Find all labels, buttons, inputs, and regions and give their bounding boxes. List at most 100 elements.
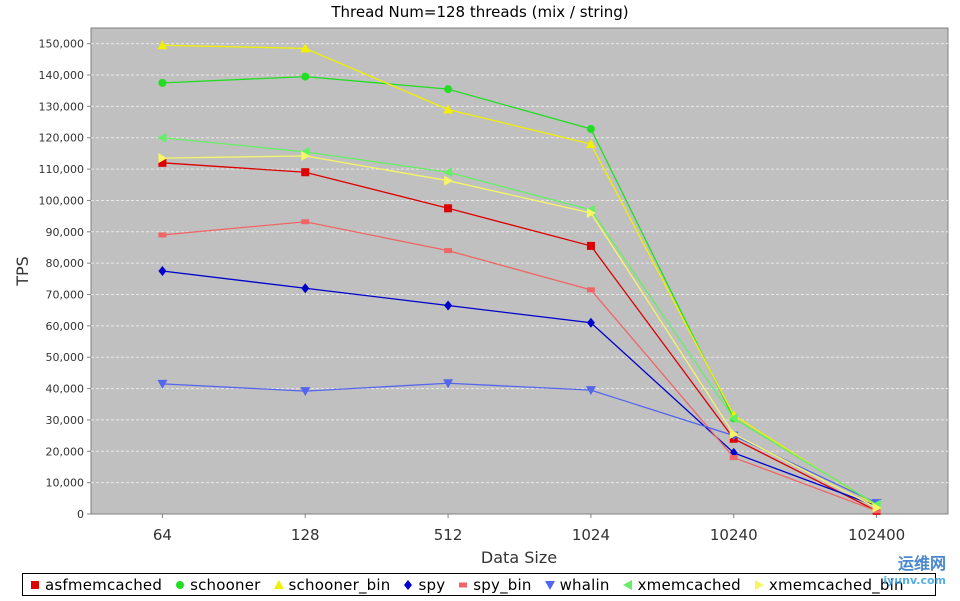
legend-item-schooner: schooner	[174, 576, 260, 594]
data-point	[443, 167, 453, 178]
legend-item-schooner_bin: schooner_bin	[273, 576, 391, 594]
data-point	[301, 168, 310, 177]
legend-item-xmemcached_bin: xmemcached_bin	[753, 576, 904, 594]
legend-label: asfmemcached	[45, 575, 163, 594]
data-point	[586, 287, 595, 293]
y-tick-label: 60,000	[46, 320, 85, 333]
data-point	[301, 72, 310, 81]
legend-item-whalin: whalin	[544, 576, 610, 594]
data-point	[872, 508, 881, 514]
data-point	[301, 219, 310, 225]
watermark-bottom-text: iyunv.com	[883, 574, 946, 587]
series-line	[162, 270, 877, 507]
legend-label: whalin	[559, 575, 610, 594]
data-point	[444, 175, 454, 186]
legend-label: spy_bin	[473, 575, 532, 594]
data-point	[158, 153, 168, 164]
legend-marker	[544, 580, 555, 590]
legend-marker	[31, 580, 39, 589]
watermark: 运维网 iyunv.com	[883, 550, 946, 587]
y-tick-label: 100,000	[39, 194, 85, 207]
y-tick-label: 120,000	[39, 132, 85, 145]
chart-title: Thread Num=128 threads (mix / string)	[330, 3, 628, 21]
data-point	[300, 43, 311, 53]
legend-label: xmemcached_bin	[768, 575, 904, 594]
y-axis-label: TPS	[13, 256, 32, 287]
y-tick-label: 130,000	[39, 100, 85, 113]
legend-item-asfmemcached: asfmemcached	[29, 576, 162, 594]
x-tick-label: 10240	[710, 526, 758, 544]
series-spy_bin	[158, 219, 881, 514]
plot-area	[90, 27, 949, 515]
chart-legend: asfmemcached schooner schooner_bin spy spy_b…	[22, 573, 936, 596]
x-axis-label: Data Size	[481, 548, 557, 567]
series-line	[162, 221, 877, 512]
legend-item-spy: spy	[402, 576, 445, 594]
legend-swatch	[31, 580, 39, 589]
series-line	[162, 155, 877, 509]
data-point	[158, 158, 167, 167]
data-point	[443, 379, 454, 389]
y-tick-label: 40,000	[46, 383, 85, 396]
data-point	[728, 413, 738, 424]
y-tick-label: 30,000	[46, 414, 85, 427]
legend-label: schooner_bin	[288, 575, 391, 594]
series-line	[162, 137, 877, 506]
data-point	[444, 300, 453, 311]
data-point	[443, 104, 454, 114]
data-point	[158, 78, 167, 87]
y-tick-label: 70,000	[46, 289, 85, 302]
legend-swatch	[459, 582, 468, 587]
legend-swatch	[404, 579, 413, 590]
legend-label: xmemcached	[637, 575, 741, 594]
data-point	[158, 266, 167, 276]
y-tick-label: 80,000	[46, 257, 85, 270]
data-point	[729, 455, 738, 461]
legend-item-xmemcached: xmemcached	[622, 576, 741, 594]
series-xmemcached	[157, 132, 881, 510]
legend-marker	[176, 580, 185, 589]
data-point	[585, 386, 596, 396]
x-tick-label: 512	[434, 526, 463, 544]
legend-swatch	[754, 579, 764, 590]
data-point	[300, 387, 311, 397]
legend-marker	[622, 579, 632, 590]
data-point	[872, 502, 882, 513]
y-axis-ticks: 0 10,000 20,000 30,000 40,000 50,000 60,000 70,…	[39, 38, 91, 521]
data-point	[586, 241, 595, 250]
y-tick-label: 110,000	[39, 163, 85, 176]
data-point	[444, 248, 453, 254]
legend-label: spy	[418, 575, 446, 594]
y-tick-label: 0	[77, 508, 84, 521]
data-point	[444, 204, 453, 213]
y-tick-label: 10,000	[46, 477, 85, 490]
legend-label: schooner	[190, 575, 261, 594]
data-point	[729, 429, 739, 440]
data-point	[157, 379, 168, 389]
legend-swatch	[544, 580, 555, 590]
x-tick-label: 102400	[848, 526, 905, 544]
watermark-top-text: 运维网	[897, 554, 946, 573]
y-tick-label: 140,000	[39, 69, 85, 82]
series-layer	[157, 40, 882, 515]
data-point	[157, 40, 168, 50]
data-point	[586, 124, 595, 133]
y-tick-label: 50,000	[46, 351, 85, 364]
legend-swatch	[273, 579, 284, 589]
y-tick-label: 90,000	[46, 226, 85, 239]
data-point	[586, 317, 595, 328]
x-tick-label: 64	[153, 526, 172, 544]
y-tick-label: 20,000	[46, 445, 85, 458]
gridlines	[91, 43, 948, 484]
x-tick-label: 128	[291, 526, 320, 544]
series-line	[162, 44, 877, 507]
x-tick-label: 1024	[572, 526, 610, 544]
y-tick-label: 150,000	[39, 38, 85, 51]
data-point	[157, 132, 167, 143]
x-axis-ticks: 64 128 512 1024 10240 102400	[153, 514, 905, 544]
data-point	[158, 232, 167, 238]
data-point	[301, 150, 311, 161]
legend-swatch	[176, 580, 185, 589]
legend-marker	[404, 579, 413, 590]
